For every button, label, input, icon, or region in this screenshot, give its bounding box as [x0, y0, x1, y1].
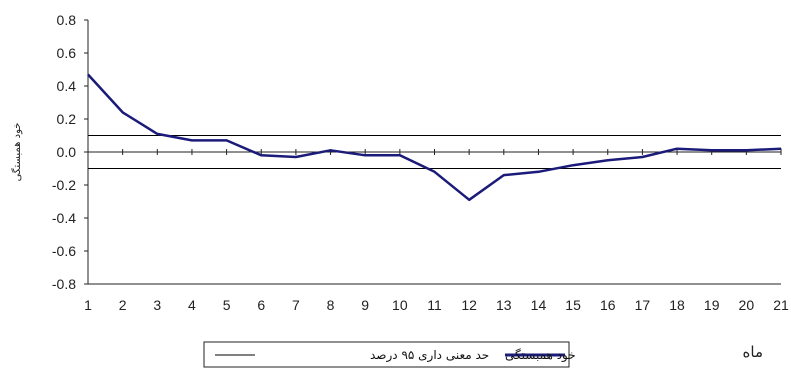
y-tick-label: -0.6 — [52, 243, 76, 259]
x-tick-label: 9 — [361, 297, 369, 313]
data-point — [191, 139, 193, 141]
x-tick-label: 19 — [704, 297, 720, 313]
x-tick-label: 5 — [223, 297, 231, 313]
x-tick-label: 21 — [773, 297, 789, 313]
x-tick-label: 20 — [739, 297, 755, 313]
x-tick-label: 3 — [153, 297, 161, 313]
y-axis-label: خود همبستگی — [11, 123, 23, 182]
significance-bounds — [88, 135, 781, 169]
y-tick-label: 0.0 — [57, 144, 77, 160]
data-point — [399, 154, 401, 156]
legend: خود همبستگی حد معنی داری ۹۵ درصد — [203, 341, 576, 368]
y-tick-label: -0.2 — [52, 177, 76, 193]
data-point — [468, 199, 470, 201]
data-point — [537, 171, 539, 173]
x-tick-label: 14 — [531, 297, 547, 313]
x-tick-label: 10 — [392, 297, 408, 313]
x-tick-label: 1 — [84, 297, 92, 313]
y-tick-label: -0.4 — [52, 210, 76, 226]
x-tick-label: 6 — [257, 297, 265, 313]
x-tick-label: 8 — [327, 297, 335, 313]
axes — [84, 19, 782, 285]
data-point — [295, 156, 297, 158]
data-point — [156, 133, 158, 135]
y-tick-label: 0.6 — [57, 45, 77, 61]
x-tick-label: 18 — [669, 297, 685, 313]
x-tick-labels: 1 2 3 4 5 6 7 8 9 10 11 12 13 14 15 16 17 18 19 20 21 — [84, 297, 789, 313]
x-tick-label: 11 — [427, 297, 442, 313]
x-tick-label: 17 — [635, 297, 651, 313]
legend-label-autocorrelation: خود همبستگی — [505, 348, 576, 363]
data-point — [260, 154, 262, 156]
data-point — [607, 159, 609, 161]
x-tick-label: 2 — [119, 297, 127, 313]
data-point — [226, 139, 228, 141]
data-point — [572, 164, 574, 166]
y-tick-label: -0.8 — [52, 276, 76, 292]
y-tick-label: 0.4 — [57, 78, 77, 94]
x-tick-label: 7 — [292, 297, 300, 313]
series-line-autocorrelation — [87, 73, 782, 202]
data-point — [745, 149, 747, 151]
x-tick-label: 13 — [496, 297, 512, 313]
data-point — [330, 149, 332, 151]
y-tick-label: 0.8 — [57, 12, 77, 28]
data-point — [676, 148, 678, 150]
y-tick-labels: 0.8 0.6 0.4 0.2 0.0 -0.2 -0.4 -0.6 -0.8 — [52, 12, 76, 292]
x-tick-label: 12 — [461, 297, 477, 313]
x-tick-label: 15 — [565, 297, 581, 313]
data-point — [122, 111, 124, 113]
x-tick-label: 16 — [600, 297, 616, 313]
series — [87, 73, 782, 202]
y-tick-label: 0.2 — [57, 111, 77, 127]
data-point — [711, 149, 713, 151]
legend-label-significance: حد معنی داری ۹۵ درصد — [370, 348, 489, 363]
data-point — [364, 154, 366, 156]
data-point — [503, 174, 505, 176]
data-point — [641, 156, 643, 158]
data-point — [87, 73, 89, 75]
data-point — [780, 148, 782, 150]
x-axis-label: ماه — [743, 343, 763, 361]
data-point — [434, 171, 435, 173]
x-tick-label: 4 — [188, 297, 196, 313]
